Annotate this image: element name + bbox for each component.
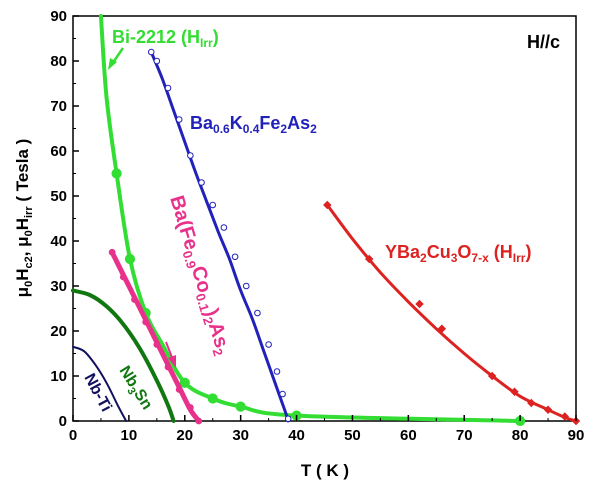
y-axis: 0 10 20 30 40 50 60 70 80 90 [50,8,79,430]
series-2-point-4 [153,341,161,348]
y-tick-label-7: 70 [50,98,67,115]
series-3-point-1 [365,254,374,264]
series-0-point-5 [235,401,246,412]
series-1-point-6 [209,201,217,209]
series-2-point-7 [186,404,194,411]
series-line-1 [149,50,290,423]
series-1-point-0 [147,48,155,56]
series-1-point-4 [187,152,194,159]
y-tick-label-1: 10 [50,368,67,385]
series-1-point-13 [279,390,286,398]
series-5 [72,345,128,422]
x-axis: 0 10 20 30 40 50 60 70 80 90 [69,415,585,444]
series-2-point-3 [142,318,150,326]
series-3-point-7 [543,405,553,414]
y-tick-label-0: 0 [59,413,67,430]
series-1-point-11 [265,341,272,348]
series-1-point-3 [175,116,183,123]
series-3-point-0 [323,200,332,210]
y-tick-label-5: 50 [50,188,67,205]
y-tick-label-3: 30 [50,278,67,295]
x-tick-label-3: 30 [232,427,249,444]
series-3 [323,200,581,426]
series-line-4 [71,288,176,423]
label-bi2212: Bi-2212 (HIrr) [108,27,219,70]
series-0-point-0 [111,168,122,179]
series-1-point-2 [164,84,172,92]
svg-text:Bi-2212 (HIrr): Bi-2212 (HIrr) [112,27,219,50]
series-1-point-9 [242,282,250,290]
series-1-point-8 [231,253,239,261]
series-2-point-2 [131,296,138,303]
series-1-point-7 [220,224,228,231]
series-0-point-1 [124,253,136,265]
series-line-5 [72,345,128,422]
series-layer [71,14,581,427]
series-2 [108,248,203,425]
series-3-point-6 [527,398,536,408]
series-1-point-1 [153,57,161,65]
series-3-point-8 [560,412,570,421]
plot-frame [72,15,577,422]
series-1-point-12 [273,368,281,375]
x-tick-label-4: 40 [288,427,305,444]
label-ybco: YBa2Cu3O7-x (HIrr) [385,242,531,265]
x-tick-label-5: 50 [344,427,361,444]
series-3-point-3 [437,324,447,333]
svg-text:μ0Hc2, μ0Hirr ( Tesla ): μ0Hc2, μ0Hirr ( Tesla ) [13,139,35,298]
x-axis-title: T ( K ) [301,461,349,480]
x-tick-label-2: 20 [176,427,193,444]
x-tick-label-9: 90 [568,427,585,444]
series-1 [147,48,292,423]
plot-area [72,15,577,422]
y-tick-label-8: 80 [50,53,67,70]
series-line-3 [325,203,578,423]
series-2-point-8 [195,417,203,425]
y-tick-label-9: 90 [50,8,67,25]
x-tick-label-0: 0 [69,427,77,444]
series-3-point-2 [415,299,424,309]
field-direction-label: H//c [527,32,560,52]
series-1-point-5 [198,179,205,186]
series-3-point-4 [487,371,497,381]
x-tick-label-1: 10 [121,427,138,444]
y-tick-label-2: 20 [50,323,67,340]
series-1-point-10 [254,309,261,317]
series-3-point-5 [510,387,519,396]
y-tick-label-6: 60 [50,143,67,160]
y-axis-title: μ0Hc2, μ0Hirr ( Tesla ) [13,139,35,298]
series-0-point-3 [179,377,190,388]
series-4 [71,288,176,423]
series-2-point-1 [119,273,127,281]
x-tick-label-6: 60 [400,427,417,444]
series-0-point-4 [207,393,218,404]
y-tick-label-4: 40 [50,233,67,250]
x-tick-label-7: 70 [456,427,473,444]
svg-text:YBa2Cu3O7-x (HIrr): YBa2Cu3O7-x (HIrr) [385,242,531,265]
series-2-point-5 [164,363,172,371]
x-tick-label-8: 80 [512,427,529,444]
series-1-point-14 [284,415,292,423]
series-2-point-0 [108,248,116,256]
series-2-point-6 [175,386,183,393]
